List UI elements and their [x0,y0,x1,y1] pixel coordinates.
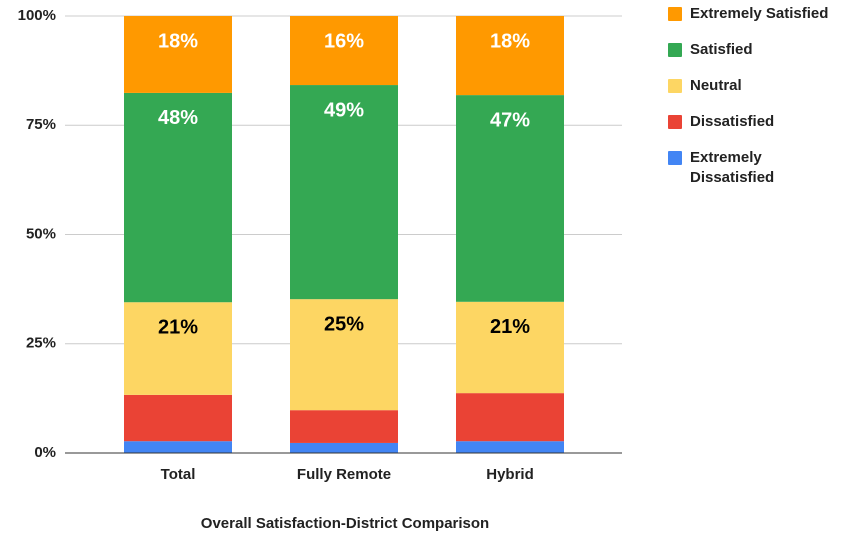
bar-segment [456,301,564,394]
bar-segment [290,299,398,411]
legend-swatch [668,115,682,129]
bar-segment [124,302,232,395]
bar-segment [456,441,564,453]
legend-swatch [668,79,682,93]
bar-segment [124,92,232,303]
legend-label: Extremely Satisfied [690,5,829,22]
bar-segment [290,16,398,86]
y-tick-label: 100% [18,7,56,24]
data-label: 18% [158,30,198,52]
x-tick-label: Hybrid [486,466,534,483]
chart-title: Overall Satisfaction-District Comparison [201,515,489,532]
y-tick-label: 50% [26,225,56,242]
x-tick-label: Total [161,466,196,483]
data-label: 18% [490,30,530,52]
bar-segment [290,442,398,453]
legend-label: Extremely Dissatisfied [690,149,775,186]
data-label: 25% [324,313,364,335]
legend-item: Extremely Dissatisfied [668,148,858,188]
bar-segment [456,95,564,302]
bar-segment [456,16,564,96]
bar-segment [124,441,232,453]
x-tick-label: Fully Remote [297,466,391,483]
bar-segment [124,394,232,442]
bar-segment [290,85,398,300]
legend-item: Satisfied [668,40,858,60]
data-label: 49% [324,99,364,121]
data-label: 21% [490,316,530,338]
legend-item: Dissatisfied [668,112,858,132]
legend-item: Neutral [668,76,858,96]
y-tick-label: 0% [34,444,56,461]
bar-segment [456,393,564,442]
data-label: 48% [158,107,198,129]
legend-label: Satisfied [690,41,753,58]
y-tick-label: 25% [26,335,56,352]
data-label: 16% [324,30,364,52]
legend: Extremely Satisfied Satisfied Neutral Dissa… [668,4,858,204]
data-label: 21% [158,317,198,339]
legend-swatch [668,151,682,165]
bar-segment [124,16,232,93]
legend-swatch [668,7,682,21]
legend-item: Extremely Satisfied [668,4,858,24]
data-label: 47% [490,109,530,131]
y-tick-label: 75% [26,116,56,133]
legend-label: Neutral [690,77,742,94]
bar-segment [290,410,398,443]
legend-label: Dissatisfied [690,113,775,130]
legend-swatch [668,43,682,57]
